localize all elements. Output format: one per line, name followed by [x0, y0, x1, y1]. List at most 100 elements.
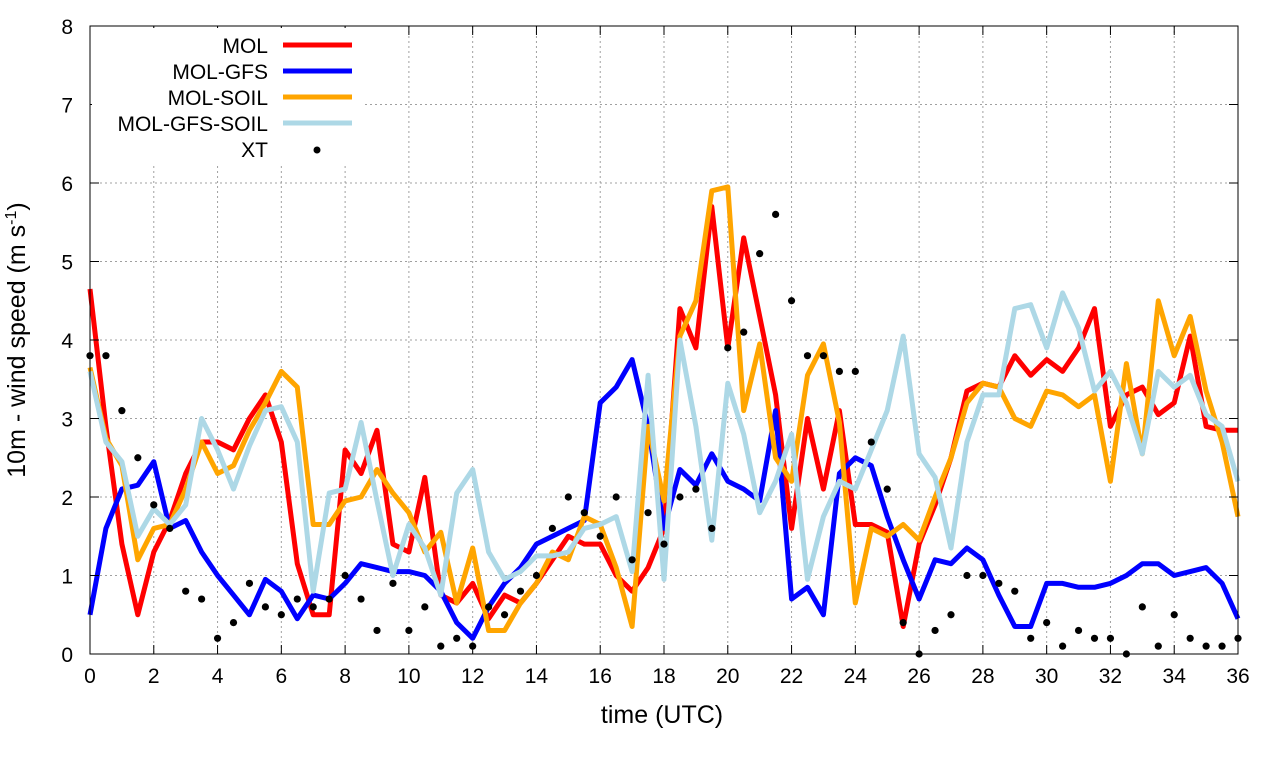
xt-point: [772, 210, 780, 218]
xt-point: [1202, 642, 1210, 650]
xt-point: [293, 595, 301, 603]
series-line-mol-gfs: [87, 357, 1241, 641]
xt-point: [485, 603, 493, 611]
xt-point: [867, 438, 875, 446]
legend-label-mol-soil: MOL-SOIL: [168, 87, 268, 110]
xt-point: [692, 485, 700, 493]
series-line-mol-gfs-soil: [87, 290, 1241, 598]
xt-point: [564, 493, 572, 501]
xt-point: [166, 524, 174, 533]
x-tick-label: 8: [339, 665, 351, 688]
xt-point: [756, 250, 764, 258]
y-tick-label: 1: [61, 566, 73, 589]
xt-point: [1106, 634, 1115, 642]
xt-point: [373, 626, 381, 635]
legend-entry-xt: XT: [241, 139, 321, 162]
xt-point: [963, 571, 971, 580]
xt-point: [389, 579, 397, 587]
xt-point: [628, 556, 636, 564]
y-tick-label: 2: [61, 487, 73, 510]
legend-entry-mol-gfs: MOL-GFS: [172, 61, 352, 84]
x-tick-label: 28: [971, 665, 994, 688]
xt-point: [676, 493, 684, 501]
xt-point: [102, 352, 110, 360]
xt-point: [325, 595, 333, 603]
xt-point: [899, 619, 907, 627]
y-axis-label-close: ): [3, 202, 31, 210]
xt-point: [1090, 634, 1099, 642]
xt-point: [1186, 634, 1194, 642]
x-tick-label: 6: [275, 665, 287, 688]
xt-point: [532, 571, 541, 580]
y-tick-label: 4: [61, 330, 73, 353]
legend-entry-mol-gfs-soil: MOL-GFS-SOIL: [117, 113, 352, 136]
y-axis-label-main: 10m - wind speed (m s: [3, 225, 31, 478]
x-tick-label: 0: [84, 665, 96, 688]
y-tick-label: 8: [61, 16, 73, 39]
xt-point: [1059, 642, 1067, 650]
xt-point: [819, 352, 828, 360]
xt-point: [1218, 642, 1226, 650]
xt-point: [1074, 626, 1083, 635]
x-tick-label: 32: [1099, 665, 1122, 688]
y-tick-label: 0: [61, 644, 73, 667]
xt-point: [580, 509, 588, 517]
legend-entry-mol-soil: MOL-SOIL: [168, 87, 352, 110]
xt-point: [405, 626, 413, 635]
x-tick-label: 30: [1035, 665, 1058, 688]
xt-point: [1154, 642, 1162, 650]
xt-point: [787, 297, 796, 305]
x-axis-label: time (UTC): [601, 701, 723, 729]
x-tick-label: 18: [652, 665, 675, 688]
xt-point: [134, 454, 142, 462]
x-tick-label: 34: [1163, 665, 1187, 688]
xt-point: [851, 367, 859, 375]
y-tick-label: 7: [61, 95, 73, 118]
x-tick-label: 4: [212, 665, 224, 688]
xt-point: [245, 579, 254, 587]
x-tick-label: 20: [716, 665, 739, 688]
x-tick-label: 14: [525, 665, 549, 688]
xt-point: [261, 603, 269, 611]
xt-point: [309, 603, 317, 611]
legend-entry-mol: MOL: [222, 35, 352, 58]
xt-point: [612, 493, 620, 501]
x-tick-label: 24: [844, 665, 868, 688]
xt-point: [437, 642, 445, 650]
xt-point: [548, 524, 556, 533]
xt-point: [947, 611, 955, 619]
legend-swatch-xt: [313, 146, 321, 154]
xt-point: [277, 611, 285, 619]
xt-point: [229, 619, 238, 627]
xt-point: [979, 571, 987, 580]
y-axis-label: 10m - wind speed (m s-1): [3, 202, 31, 477]
xt-point: [357, 595, 365, 603]
xt-point: [724, 344, 732, 352]
xt-point: [213, 634, 222, 642]
xt-point: [644, 509, 652, 517]
legend-label-mol-gfs-soil: MOL-GFS-SOIL: [117, 113, 268, 136]
xt-point: [182, 587, 190, 595]
xt-point: [596, 532, 604, 540]
legend-label-mol-gfs: MOL-GFS: [172, 61, 268, 84]
legend: MOL MOL-GFS MOL-SOIL MOL-GFS-SOIL XT: [92, 28, 364, 164]
xt-point: [1138, 603, 1146, 611]
xt-point: [803, 352, 812, 360]
x-tick-label: 12: [461, 665, 484, 688]
x-tick-label: 2: [148, 665, 160, 688]
xt-point: [1011, 587, 1019, 595]
x-tick-label: 10: [397, 665, 420, 688]
x-tick-label: 26: [907, 665, 930, 688]
y-tick-label: 3: [61, 409, 73, 432]
xt-point: [740, 328, 748, 336]
series-line-mol-soil: [87, 184, 1241, 633]
xt-point: [421, 603, 429, 611]
y-tick-label: 5: [61, 252, 73, 275]
y-axis-label-sup: -1: [3, 211, 20, 225]
series-layer: [86, 184, 1242, 658]
xt-point: [516, 587, 525, 595]
x-tick-label: 16: [589, 665, 612, 688]
y-tick-label: 6: [61, 173, 73, 196]
xt-point: [835, 367, 843, 375]
